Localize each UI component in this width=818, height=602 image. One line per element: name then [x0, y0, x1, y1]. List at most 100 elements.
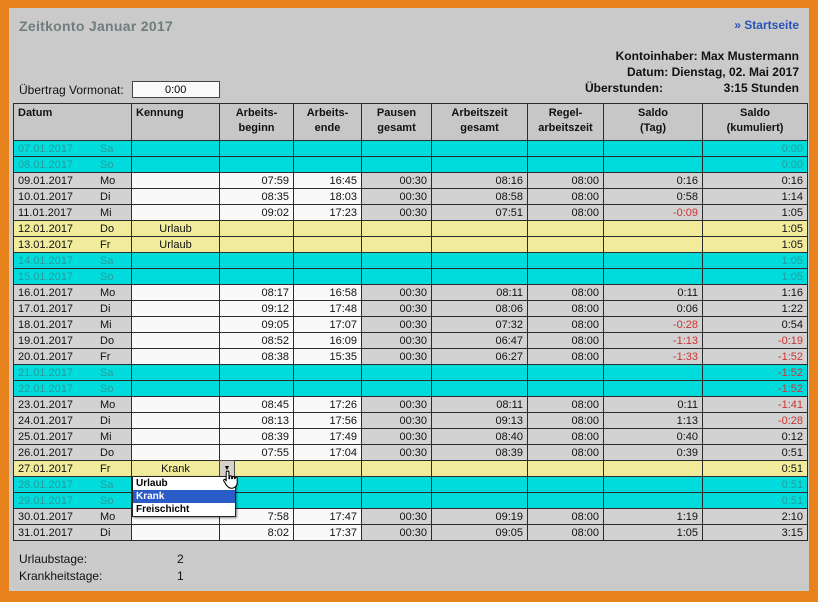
cell-arbeitsbeginn[interactable]: 08:39 — [219, 428, 294, 445]
cell-datum: 21.01.2017 Sa — [13, 364, 132, 381]
cell-arbeitsbeginn[interactable] — [219, 220, 294, 237]
cell-kennung[interactable] — [131, 348, 220, 365]
cell-kennung[interactable] — [131, 412, 220, 429]
cell-arbeitsende[interactable]: 15:35 — [293, 348, 362, 365]
cell-saldo-kumuliert: 1:05 — [702, 268, 808, 285]
cell-datum: 09.01.2017 Mo — [13, 172, 132, 189]
cell-arbeitsbeginn[interactable] — [219, 252, 294, 269]
cell-arbeitsende[interactable]: 16:45 — [293, 172, 362, 189]
cell-arbeitsbeginn[interactable] — [219, 140, 294, 157]
cell-arbeitsbeginn[interactable]: 08:38 — [219, 348, 294, 365]
startseite-link[interactable]: » Startseite — [734, 18, 799, 32]
cell-kennung[interactable] — [131, 284, 220, 301]
cell-arbeitsbeginn[interactable]: 8:02 — [219, 524, 294, 541]
cell-kennung[interactable] — [131, 380, 220, 397]
cell-kennung[interactable] — [131, 444, 220, 461]
cell-arbeitsbeginn[interactable] — [219, 236, 294, 253]
table-row: 30.01.2017 Mo 7:58 17:47 00:30 09:19 08:00 1:19… — [13, 508, 808, 525]
weekday-text: Mo — [100, 286, 116, 299]
cell-arbeitsende[interactable] — [293, 476, 362, 493]
cell-arbeitsbeginn[interactable]: 09:05 — [219, 316, 294, 333]
cell-arbeitsende[interactable]: 17:07 — [293, 316, 362, 333]
cell-saldo-kumuliert: 1:22 — [702, 300, 808, 317]
cell-arbeitsende[interactable]: 16:09 — [293, 332, 362, 349]
cell-arbeitsende[interactable] — [293, 268, 362, 285]
cell-arbeitsbeginn[interactable] — [219, 476, 294, 493]
weekday-text: Fr — [100, 462, 111, 475]
cell-arbeitsende[interactable] — [293, 140, 362, 157]
dropdown-option-urlaub[interactable]: Urlaub — [136, 478, 168, 489]
cell-arbeitsende[interactable] — [293, 364, 362, 381]
cell-arbeitsende[interactable] — [293, 156, 362, 173]
cell-arbeitsbeginn[interactable]: 07:55 — [219, 444, 294, 461]
cell-arbeitsbeginn[interactable] — [219, 268, 294, 285]
cell-arbeitsende[interactable] — [293, 236, 362, 253]
cell-arbeitsbeginn[interactable] — [219, 156, 294, 173]
dropdown-option-freischicht[interactable]: Freischicht — [136, 504, 190, 515]
cell-kennung[interactable] — [131, 300, 220, 317]
cell-kennung[interactable] — [131, 428, 220, 445]
cell-kennung[interactable] — [131, 172, 220, 189]
weekday-text: Mi — [100, 318, 112, 331]
date-text: 09.01.2017 — [18, 174, 74, 187]
cell-arbeitsbeginn[interactable] — [219, 380, 294, 397]
cell-regelarbeitszeit — [527, 140, 604, 157]
date-text: 28.01.2017 — [18, 478, 74, 491]
cell-kennung[interactable] — [131, 156, 220, 173]
cell-arbeitsende[interactable]: 17:04 — [293, 444, 362, 461]
cell-arbeitsbeginn[interactable]: 08:17 — [219, 284, 294, 301]
cell-arbeitsende[interactable]: 17:47 — [293, 508, 362, 525]
cell-arbeitsbeginn[interactable]: 08:13 — [219, 412, 294, 429]
cell-kennung[interactable]: Urlaub — [131, 236, 220, 253]
cell-kennung[interactable] — [131, 524, 220, 541]
cell-saldo-tag: 0:58 — [603, 188, 703, 205]
cell-kennung[interactable] — [131, 396, 220, 413]
cell-kennung[interactable] — [131, 268, 220, 285]
cell-kennung[interactable] — [131, 252, 220, 269]
cell-pausen-gesamt — [361, 492, 432, 509]
cell-arbeitsbeginn[interactable]: 08:45 — [219, 396, 294, 413]
date-text: 15.01.2017 — [18, 270, 74, 283]
cell-arbeitsbeginn[interactable] — [219, 364, 294, 381]
cell-kennung[interactable]: Urlaub — [131, 220, 220, 237]
cell-arbeitsbeginn[interactable]: 08:52 — [219, 332, 294, 349]
cell-arbeitsende[interactable] — [293, 220, 362, 237]
date-text: 12.01.2017 — [18, 222, 74, 235]
cell-arbeitsende[interactable]: 18:03 — [293, 188, 362, 205]
dropdown-option-krank[interactable]: Krank — [133, 490, 235, 503]
cell-arbeitsbeginn[interactable]: 07:59 — [219, 172, 294, 189]
cell-arbeitsende[interactable] — [293, 380, 362, 397]
cell-saldo-kumuliert: -1:52 — [702, 364, 808, 381]
cell-kennung[interactable] — [131, 316, 220, 333]
weekday-text: So — [100, 270, 114, 283]
kennung-dropdown-button[interactable]: ▼ — [219, 460, 235, 477]
cell-arbeitsbeginn[interactable]: 09:02 — [219, 204, 294, 221]
cell-kennung[interactable] — [131, 204, 220, 221]
weekday-text: Di — [100, 526, 111, 539]
cell-kennung[interactable]: Krank ▼ Urlaub Krank Freischicht — [131, 460, 238, 517]
cell-kennung[interactable] — [131, 332, 220, 349]
cell-arbeitsende[interactable]: 16:58 — [293, 284, 362, 301]
cell-saldo-kumuliert: 1:14 — [702, 188, 808, 205]
cell-arbeitsende[interactable]: 17:48 — [293, 300, 362, 317]
cell-arbeitsende[interactable] — [293, 460, 362, 477]
cell-arbeitsbeginn[interactable]: 7:58 — [219, 508, 294, 525]
cell-arbeitsbeginn[interactable]: 08:35 — [219, 188, 294, 205]
cell-saldo-kumuliert: 0:12 — [702, 428, 808, 445]
cell-arbeitsende[interactable]: 17:26 — [293, 396, 362, 413]
cell-arbeitsende[interactable]: 17:23 — [293, 204, 362, 221]
cell-datum: 13.01.2017 Fr — [13, 236, 132, 253]
cell-arbeitsende[interactable]: 17:49 — [293, 428, 362, 445]
cell-kennung[interactable] — [131, 364, 220, 381]
cell-regelarbeitszeit: 08:00 — [527, 444, 604, 461]
carryover-input[interactable] — [131, 81, 220, 98]
cell-arbeitsbeginn[interactable]: 09:12 — [219, 300, 294, 317]
cell-kennung[interactable] — [131, 140, 220, 157]
cell-kennung[interactable] — [131, 188, 220, 205]
cell-arbeitsende[interactable]: 17:56 — [293, 412, 362, 429]
cell-arbeitsende[interactable] — [293, 492, 362, 509]
column-header-saldo-tag: Saldo (Tag) — [603, 103, 703, 141]
cell-pausen-gesamt: 00:30 — [361, 300, 432, 317]
cell-arbeitsende[interactable] — [293, 252, 362, 269]
cell-arbeitsende[interactable]: 17:37 — [293, 524, 362, 541]
